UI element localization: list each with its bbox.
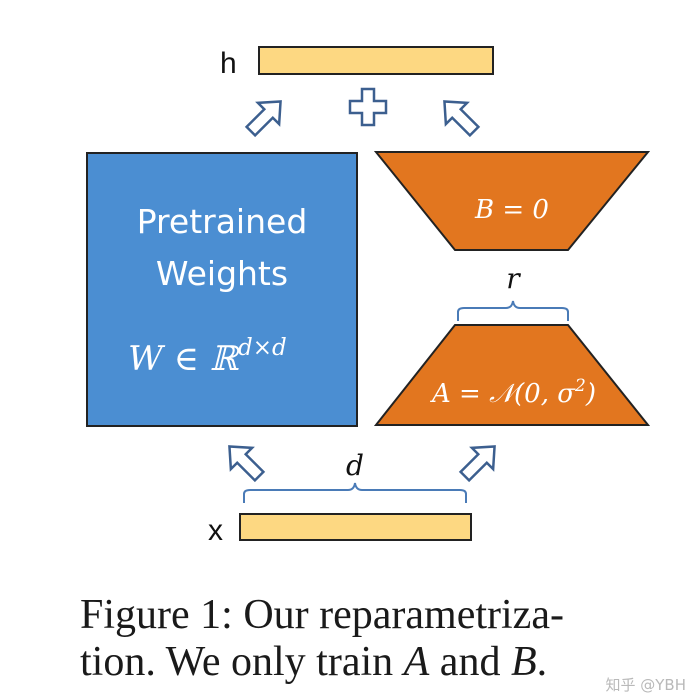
dimension-d-brace	[243, 482, 467, 503]
caption-var-a: A	[403, 639, 430, 685]
caption-line1: Figure 1: Our reparametriza-	[80, 592, 564, 638]
output-h-bar	[258, 46, 494, 75]
matrix-a-shape	[373, 324, 651, 426]
caption-line2-mid: and	[429, 639, 511, 685]
plus-icon	[348, 87, 388, 127]
pretrained-label-line1: Pretrained	[137, 202, 308, 241]
watermark: 知乎 @YBH	[605, 676, 686, 694]
caption-var-b: B	[510, 639, 537, 685]
arrow-up-left-icon	[228, 445, 266, 483]
rank-r-brace	[457, 300, 569, 321]
lora-diagram: h Pretrained Weights W ∈ ℝd×d B = 0 r A …	[86, 46, 651, 547]
pretrained-formula: W ∈ ℝd×d	[128, 335, 287, 379]
arrow-up-right-icon	[458, 445, 496, 483]
input-x-bar	[239, 513, 472, 541]
pretrained-label-line2: Weights	[156, 254, 288, 293]
pretrained-weights-box	[86, 152, 358, 427]
caption-line2-pre: tion. We only train	[80, 639, 404, 685]
caption-line2-post: .	[536, 639, 548, 685]
matrix-b-shape	[373, 151, 651, 251]
input-x-label: x	[208, 514, 223, 547]
figure-caption: Figure 1: Our reparametriza- tion. We on…	[80, 592, 680, 686]
arrow-up-left-icon	[443, 100, 481, 138]
arrow-up-right-icon	[244, 100, 282, 138]
matrix-b-label: B = 0	[474, 195, 549, 225]
dimension-d-label: d	[346, 449, 364, 482]
output-h-label: h	[220, 47, 237, 80]
matrix-a-label: A = 𝒩(0, σ2)	[430, 376, 596, 409]
rank-r-label: r	[506, 262, 521, 295]
